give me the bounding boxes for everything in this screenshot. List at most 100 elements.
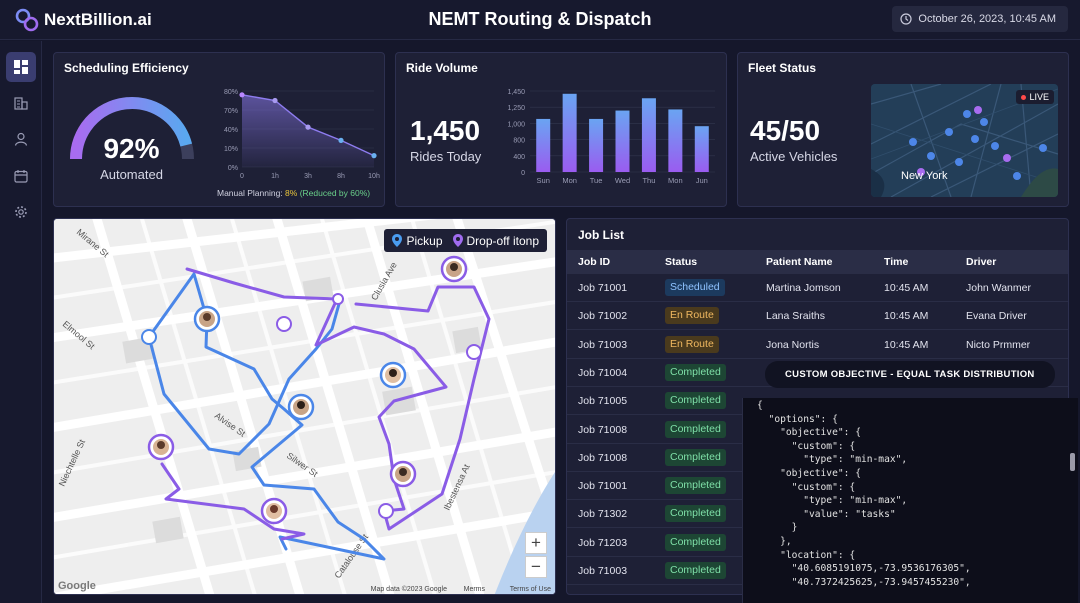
table-row[interactable]: Job 71002 En Route Lana Sraiths 10:45 AM Eva… [567,302,1068,331]
column-header[interactable]: Status [665,256,698,268]
area-fill [242,94,374,167]
dropoff-pin-icon [452,234,463,247]
efficiency-gauge [70,97,194,160]
job-id-cell: Job 71005 [578,395,628,408]
status-badge: Completed [665,562,726,579]
terms-link[interactable]: Terms of Use [509,586,551,593]
driver-cell: John Wanmer [966,282,1031,294]
status-badge: En Route [665,335,719,353]
status-badge: Completed [665,392,726,410]
code-line: "objective": { [757,427,861,439]
time-cell: 10:45 AM [884,310,929,323]
vehicle-markers [141,293,482,519]
scheduling-efficiency-card: Scheduling Efficiency 92% Automated 0% 10… [53,52,385,207]
column-header[interactable]: Job ID [578,256,611,268]
fleet-mini-map[interactable]: LIVE New York [871,84,1058,197]
clock-icon [900,13,913,25]
bar[interactable] [641,98,656,172]
data-point[interactable] [272,97,278,104]
route-line-blue-2 [147,302,341,456]
table-row[interactable]: Job 71008 Completed [567,416,1068,444]
active-vehicles-count: 45/50 [750,115,821,146]
bar[interactable] [562,93,577,172]
route-line-purple [185,267,491,531]
sidebar [0,41,42,603]
dashboard-icon [14,60,28,74]
sidebar-item-calendar[interactable] [6,161,36,191]
bar[interactable] [668,109,683,172]
code-line: "40.7372425625,-73.9457455230", [757,576,971,588]
patient-name-cell: Lana Sraiths [766,310,825,323]
map-attribution: Map data ©2023 Google [370,586,447,593]
status-badge: Completed [665,448,726,466]
x-tick-label: Thu [642,176,655,185]
bar[interactable] [536,118,551,172]
patient-avatars [147,255,468,525]
city-label: New York [901,170,948,182]
y-tick-label: 1,000 [507,121,525,128]
bar[interactable] [615,110,630,172]
map-attribution-link[interactable]: Merms [463,586,485,593]
status-badge: Completed [665,505,726,523]
nextbillion-logo-icon [15,8,39,32]
driver-cell: Evana Driver [966,310,1027,323]
data-point[interactable] [239,92,245,98]
job-id-cell: Job 71001 [578,480,628,493]
manual-planning-chart: 0% 10% 40% 70% 80% 0 1h 3h 8h 10h [224,89,380,180]
time-cell: 10:45 AM [884,282,929,294]
job-id-cell: Job 71004 [578,366,628,379]
y-tick-label: 70% [224,108,238,115]
bar[interactable] [589,118,604,172]
sidebar-item-users[interactable] [6,124,36,154]
card-title: Ride Volume [406,61,478,75]
x-tick-label: Wed [615,176,630,185]
x-tick-label: 8h [337,173,345,180]
job-id-cell: Job 71003 [578,338,628,351]
job-list-title: Job List [578,228,625,242]
route-map[interactable]: Mirane St Elmool St Clusia Ave Alvise St… [53,218,556,595]
column-header[interactable]: Patient Name [766,256,833,268]
code-line: "location": { [757,549,856,561]
data-point[interactable] [338,137,344,143]
user-icon [14,132,28,146]
data-point[interactable] [305,124,311,130]
footnote-suffix: (Reduced by 60%) [297,188,371,198]
custom-objective-tooltip: CUSTOM OBJECTIVE - EQUAL TASK DISTRIBUTI… [765,361,1055,388]
x-tick-label: 10h [368,173,380,180]
code-scrollbar-thumb[interactable] [1070,453,1075,471]
code-line: { [757,400,763,411]
logo[interactable]: NextBillion.ai [14,7,152,33]
column-header[interactable]: Time [884,256,909,268]
zoom-out-button[interactable]: − [525,556,547,578]
live-label: LIVE [1029,92,1049,102]
patient-name-cell: Jona Nortis [766,338,820,351]
sidebar-item-settings[interactable] [6,197,36,227]
live-badge: LIVE [1016,90,1054,104]
sidebar-item-facilities[interactable] [6,88,36,118]
column-header[interactable]: Driver [966,256,997,268]
bar[interactable] [694,126,709,172]
route-map-svg: Mirane St Elmool St Clusia Ave Alvise St… [54,219,555,594]
code-line: } [757,522,798,534]
sidebar-item-dashboard[interactable] [6,52,36,82]
code-line: "type": "min-max", [757,454,908,466]
fleet-status-card: Fleet Status 45/50 Active Vehicles LIVE … [737,52,1069,207]
x-tick-label: 1h [271,173,279,180]
code-line: "type": "min-max", [757,495,908,507]
driver-cell: Nicto Prmmer [966,338,1031,351]
patient-name-cell: Martina Jomson [766,282,841,294]
table-row[interactable]: Job 71001 Scheduled Martina Jomson 10:45 AM… [567,274,1068,302]
y-tick-label: 800 [513,138,525,145]
code-scrollbar[interactable] [1070,398,1075,603]
logo-text: NextBillion.ai [44,10,152,29]
time-cell: 10:45 AM [884,338,929,351]
x-tick-label: Mon [668,176,683,185]
rides-today-label: Rides Today [410,149,482,164]
zoom-in-button[interactable]: + [525,532,547,554]
table-row[interactable]: Job 71003 En Route Jona Nortis 10:45 AM Nict… [567,331,1068,359]
card-title: Scheduling Efficiency [64,61,189,75]
code-line: }, [757,535,792,547]
data-point[interactable] [371,153,377,159]
ride-volume-card: Ride Volume 1,450 Rides Today 0 400 800 1,0… [395,52,727,207]
top-bar: NextBillion.ai NEMT Routing & Dispatch O… [0,0,1080,40]
